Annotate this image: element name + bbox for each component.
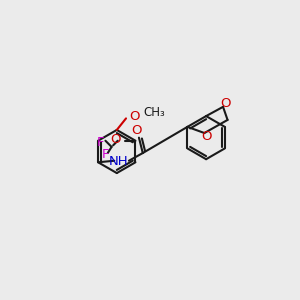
Text: F: F bbox=[96, 136, 104, 149]
Text: O: O bbox=[220, 97, 231, 110]
Text: O: O bbox=[129, 110, 140, 123]
Text: NH: NH bbox=[109, 155, 129, 168]
Text: CH₃: CH₃ bbox=[143, 106, 165, 119]
Text: O: O bbox=[201, 130, 212, 142]
Text: F: F bbox=[102, 148, 109, 161]
Text: O: O bbox=[131, 124, 142, 137]
Text: O: O bbox=[110, 134, 121, 146]
